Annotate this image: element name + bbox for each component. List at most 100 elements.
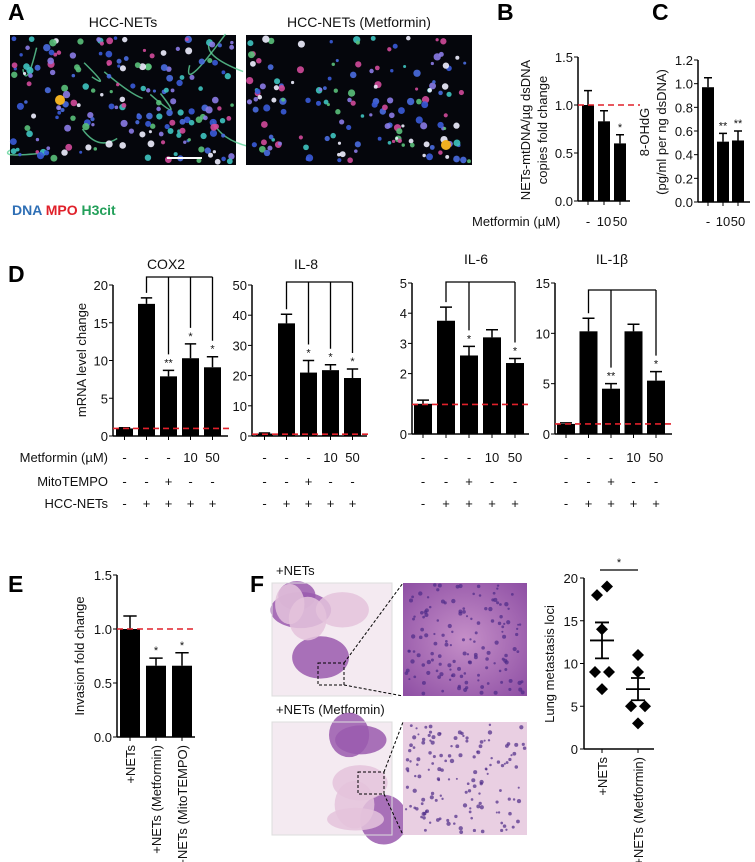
significance-mark: * bbox=[306, 348, 311, 360]
error-bar bbox=[206, 355, 219, 368]
data-point bbox=[591, 589, 603, 602]
stain-dna: DNA bbox=[12, 202, 42, 218]
condition-mitotempo: + bbox=[465, 474, 473, 489]
y-tick-label: 10 bbox=[94, 354, 108, 369]
condition-mitotempo: - bbox=[262, 474, 266, 489]
zoom-box bbox=[357, 771, 385, 795]
error-bar bbox=[509, 357, 521, 364]
y-axis-label: 8-OHdG bbox=[637, 108, 652, 156]
condition-metformin: 10 bbox=[626, 450, 640, 465]
condition-metformin: - bbox=[306, 450, 310, 465]
y-tick-label: 0.0 bbox=[555, 194, 573, 209]
error-bar bbox=[123, 615, 137, 629]
y-tick-label: 0 bbox=[101, 429, 108, 444]
y-tick-label: 30 bbox=[233, 338, 247, 353]
y-tick-label: 1.0 bbox=[94, 622, 112, 637]
condition-hcc_nets: - bbox=[421, 496, 425, 511]
y-tick-label: 50 bbox=[233, 278, 247, 293]
chart-title: COX2 bbox=[147, 256, 185, 272]
chart-title: IL-1β bbox=[596, 251, 628, 267]
condition-metformin: 50 bbox=[649, 450, 663, 465]
significance-mark: * bbox=[154, 645, 159, 657]
bar bbox=[300, 372, 317, 436]
y-tick-label: 20 bbox=[94, 278, 108, 293]
condition-metformin: - bbox=[444, 450, 448, 465]
data-point bbox=[601, 580, 613, 593]
condition-metformin: - bbox=[262, 450, 266, 465]
error-bar bbox=[140, 297, 153, 304]
y-tick-label: 10 bbox=[536, 326, 550, 341]
panel-letter: D bbox=[8, 261, 25, 287]
error-bar bbox=[280, 313, 293, 324]
panel-a: HCC-NETs HCC-NETs (Metformin) DNA MPO H3ci… bbox=[6, 14, 472, 218]
condition-mitotempo: - bbox=[144, 474, 148, 489]
y-tick-label: 2 bbox=[400, 367, 407, 382]
condition-metformin: 10 bbox=[183, 450, 197, 465]
bar bbox=[182, 358, 199, 436]
error-bar bbox=[346, 368, 359, 379]
bar bbox=[717, 141, 729, 202]
stain-mpo: MPO bbox=[46, 202, 78, 218]
error-bar bbox=[440, 306, 452, 321]
data-point bbox=[596, 683, 608, 696]
y-tick-label: 4 bbox=[400, 306, 407, 321]
error-bar bbox=[324, 363, 337, 371]
condition-mitotempo: - bbox=[122, 474, 126, 489]
error-bar bbox=[175, 652, 189, 666]
y-tick-label: 10 bbox=[564, 657, 578, 672]
condition-metformin: 10 bbox=[597, 214, 611, 229]
significance-mark: * bbox=[350, 356, 355, 368]
comparison-bracket bbox=[145, 276, 214, 355]
bar bbox=[278, 323, 295, 436]
panel-letter: E bbox=[8, 571, 23, 597]
error-bar bbox=[605, 382, 617, 389]
bar bbox=[732, 140, 744, 202]
error-bar bbox=[704, 77, 712, 88]
y-tick-label: 0.4 bbox=[675, 148, 693, 163]
significance-mark: ** bbox=[719, 120, 728, 132]
condition-metformin: 50 bbox=[205, 450, 219, 465]
bar bbox=[579, 331, 598, 434]
condition-metformin: - bbox=[467, 450, 471, 465]
y-tick-label: 20 bbox=[233, 369, 247, 384]
chart-c: 0.0 0.2 0.4 0.6 0.8 1.0 1.2 - ** 10 ** 50 8-OHdG (pg/… bbox=[637, 53, 750, 229]
histology-lowmag-metformin bbox=[271, 712, 408, 845]
bar bbox=[116, 428, 133, 436]
error-bar bbox=[184, 343, 197, 359]
condition-hcc_nets: + bbox=[209, 496, 217, 511]
chart-f-scatter: 0 5 10 15 20 Lung metastasis loci +NETs +NETs (… bbox=[542, 557, 654, 862]
image-title: HCC-NETs bbox=[89, 14, 157, 30]
error-bar bbox=[650, 370, 662, 381]
chart-b: 0.0 0.5 1.0 1.5 - 10 * 50 NETs-mtDNA/µg dsDNA cop… bbox=[518, 50, 640, 229]
comparison-bracket bbox=[445, 281, 516, 343]
condition-mitotempo: - bbox=[188, 474, 192, 489]
comparison-bracket bbox=[587, 289, 657, 368]
significance-mark: ** bbox=[164, 357, 173, 369]
x-category-label: +NETs (MitoTEMPO) bbox=[175, 745, 190, 862]
significance-mark: ** bbox=[734, 118, 743, 130]
bar bbox=[344, 378, 361, 436]
data-point bbox=[639, 700, 651, 713]
condition-hcc_nets: - bbox=[564, 496, 568, 511]
error-bar bbox=[486, 329, 498, 338]
condition-hcc_nets: + bbox=[143, 496, 151, 511]
y-axis-label: copies fold change bbox=[535, 76, 550, 184]
condition-mitotempo: - bbox=[284, 474, 288, 489]
significance-mark: * bbox=[617, 557, 622, 569]
y-tick-label: 15 bbox=[94, 316, 108, 331]
x-category-label: +NETs bbox=[595, 757, 610, 796]
data-point bbox=[625, 700, 637, 713]
histology-lowmag-nets bbox=[270, 581, 393, 697]
y-axis-label: Lung metastasis loci bbox=[542, 605, 557, 723]
error-bar bbox=[463, 345, 475, 356]
y-tick-label: 10 bbox=[233, 399, 247, 414]
condition-metformin: 50 bbox=[731, 214, 745, 229]
panel-letter: B bbox=[497, 0, 514, 25]
condition-mitotempo: - bbox=[490, 474, 494, 489]
significance-mark: * bbox=[210, 344, 215, 356]
chart-title: IL-6 bbox=[464, 251, 488, 267]
image-title: +NETs bbox=[276, 563, 315, 578]
condition-metformin: - bbox=[166, 450, 170, 465]
zoom-box bbox=[317, 662, 345, 686]
